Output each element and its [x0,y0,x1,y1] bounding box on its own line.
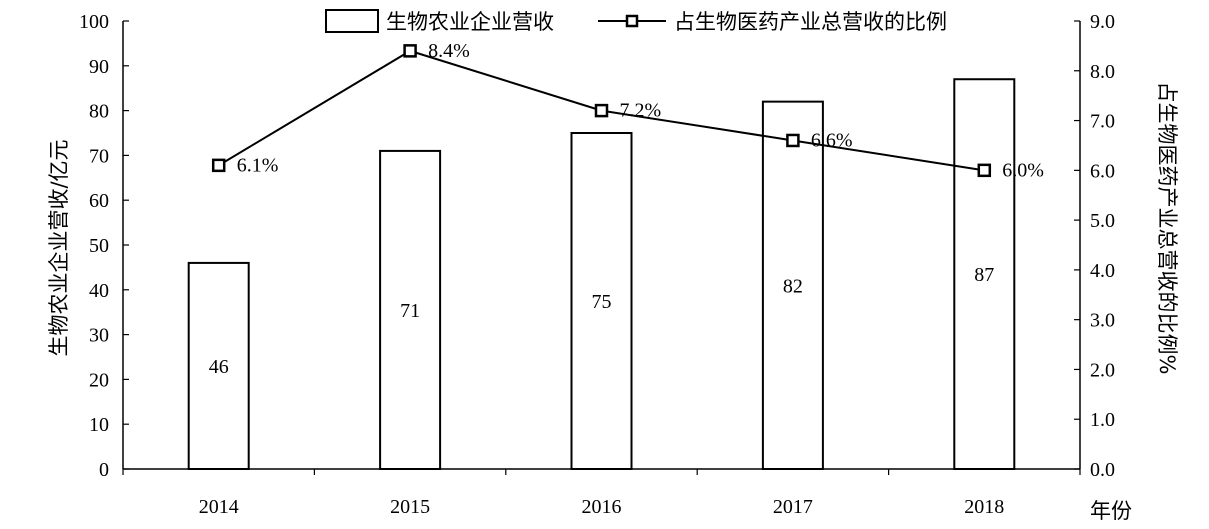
x-tick-label: 2016 [582,496,622,518]
line-point-marker [786,133,800,148]
bar-data-label: 71 [400,300,420,322]
left-tick-label: 40 [89,280,109,302]
x-axis-title: 年份 [1090,499,1132,523]
left-tick-label: 30 [89,325,109,347]
bar-data-label: 46 [209,356,229,378]
bar [379,149,442,470]
left-tick-label: 0 [99,459,109,481]
legend-bar-swatch [325,9,379,33]
x-tick-label: 2015 [390,496,430,518]
right-tick-label: 7.0 [1090,111,1115,133]
right-axis-title: 占生物医药产业总营收的比例% [1155,82,1179,375]
bar-data-label: 87 [974,264,994,286]
right-tick-label: 6.0 [1090,160,1115,182]
left-tick-label: 50 [89,235,109,257]
line-point-marker [594,103,609,118]
line-data-label: 7.2% [620,100,662,122]
right-tick-label: 8.0 [1090,61,1115,83]
bar-series: 46 71 75 82 87 [187,78,1016,471]
line-data-label: 6.6% [811,129,853,151]
bar-data-label: 82 [783,275,803,297]
left-axis-title: 生物农业企业营收/亿元 [47,139,71,356]
line-point-marker [211,158,226,173]
left-tick-label: 10 [89,414,109,436]
legend-bar-label: 生物农业企业营收 [386,10,554,34]
right-tick-label: 9.0 [1090,11,1115,33]
left-tick-label: 20 [89,369,109,391]
bar [187,261,250,471]
bar-data-label: 75 [592,291,612,313]
right-tick-label: 4.0 [1090,260,1115,282]
bar [761,100,824,470]
left-tick-label: 70 [89,145,109,167]
left-tick-label: 80 [89,101,109,123]
legend: 生物农业企业营收 占生物医药产业总营收的比例 [325,9,947,34]
right-tick-label: 1.0 [1090,409,1115,431]
right-tick-label: 0.0 [1090,459,1115,481]
bar [953,78,1016,471]
x-tick-label: 2018 [964,496,1004,518]
line-point-marker [403,44,417,58]
axes: 0 10 20 30 40 50 60 70 80 90 100 0.0 1.0 2.0 3.0 4.0 5.0… [79,11,1115,518]
line-point-marker [977,163,992,178]
line-data-label: 6.0% [1002,159,1044,181]
right-tick-label: 3.0 [1090,310,1115,332]
x-tick-label: 2017 [773,496,813,518]
right-tick-label: 5.0 [1090,210,1115,232]
line-data-label: 6.1% [237,154,279,176]
legend-line-marker [625,14,639,28]
line-data-label: 8.4% [428,40,470,62]
left-tick-label: 100 [79,11,109,33]
right-tick-label: 2.0 [1090,359,1115,381]
left-tick-label: 60 [89,190,109,212]
left-tick-label: 90 [89,56,109,78]
legend-line-label: 占生物医药产业总营收的比例 [674,10,947,34]
line-series: 6.1% 8.4% 7.2% 6.6% 6.0% [211,40,1044,181]
bar [570,132,633,470]
x-tick-label: 2014 [199,496,239,518]
